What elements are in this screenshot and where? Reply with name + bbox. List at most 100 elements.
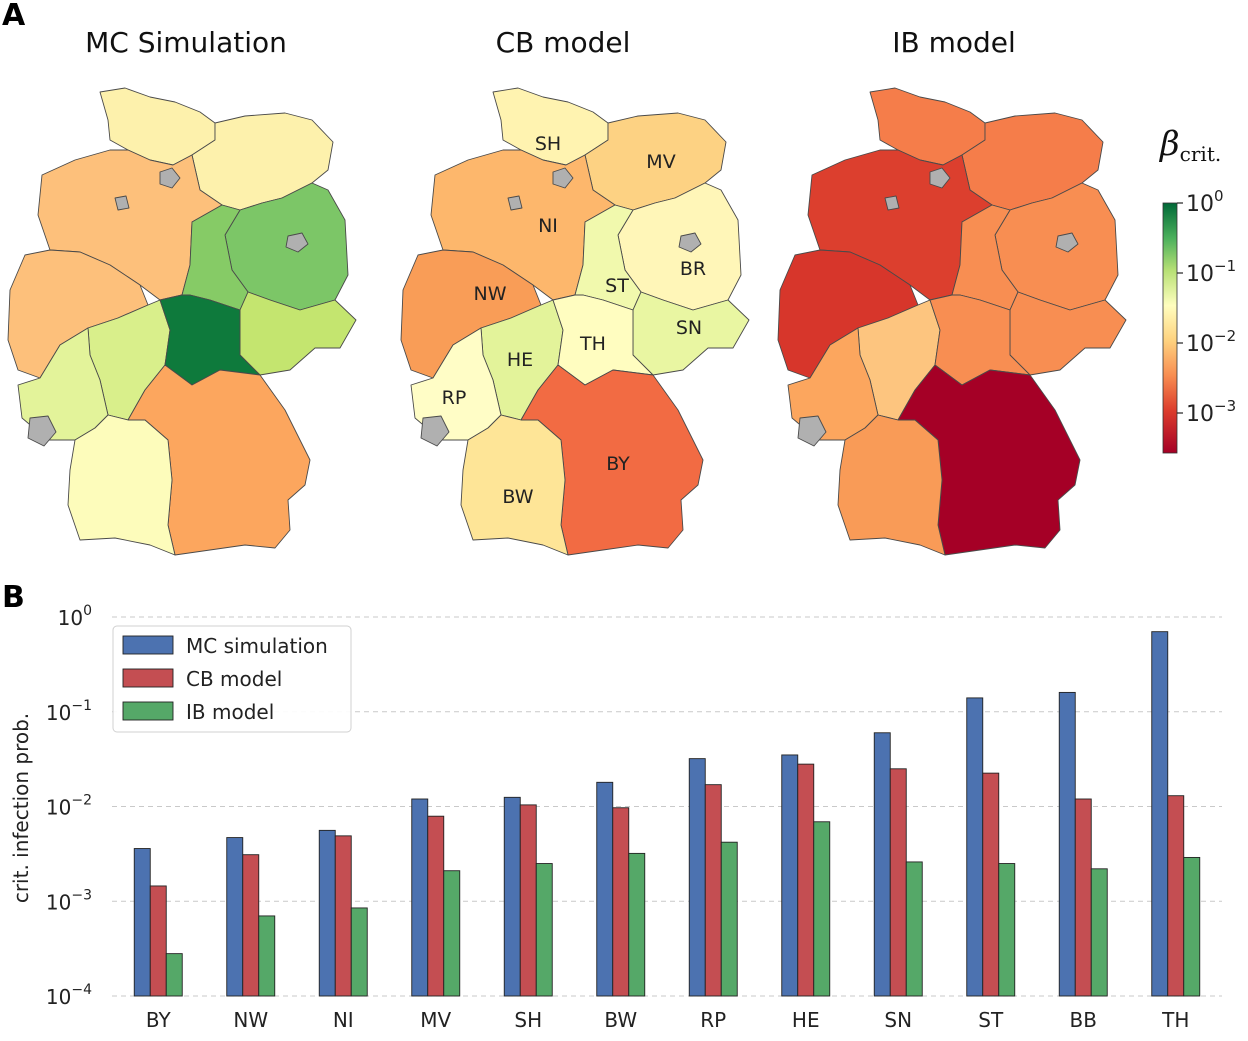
bar-bb-cb [1074, 798, 1092, 997]
legend-label-0: MC simulation [186, 634, 328, 658]
legend-swatch-2 [122, 701, 174, 721]
state-ib-hb [884, 195, 900, 211]
x-tick-label-sh: SH [514, 1008, 542, 1032]
bar-ni-mc [318, 829, 336, 997]
x-tick-label-st: ST [978, 1008, 1004, 1032]
state-ib-th [929, 294, 1031, 386]
bar-ni-ib [350, 907, 368, 997]
state-label-ni: NI [538, 215, 558, 237]
bar-by-cb [149, 885, 167, 997]
state-label-nw: NW [474, 283, 507, 305]
panel-b-letter: B [2, 580, 25, 615]
x-tick-label-rp: RP [700, 1008, 726, 1032]
x-tick-label-th: TH [1161, 1008, 1189, 1032]
x-tick-label-bw: BW [604, 1008, 637, 1032]
state-cb-hh [552, 167, 574, 189]
state-cb-th [552, 294, 654, 386]
y-tick-label-3: 10−3 [46, 887, 92, 914]
bar-bw-cb [612, 807, 630, 997]
state-label-he: HE [507, 349, 533, 371]
state-label-rp: RP [442, 387, 467, 409]
x-axis-ticks: BY NW NI MV SH BW RP HE SN ST BB TH [146, 1008, 1190, 1032]
state-label-sh: SH [535, 133, 561, 155]
y-tick-label-0: 100 [58, 603, 92, 630]
colorbar-tick-label-3: 10−3 [1186, 397, 1236, 427]
state-cb-sl [420, 415, 450, 447]
state-ib-be [1055, 232, 1079, 253]
colorbar-title: βcrit. [1158, 124, 1221, 166]
bar-bb-ib [1090, 868, 1108, 997]
legend-swatch-1 [122, 668, 174, 688]
colorbar: βcrit. 100 10−1 10−2 10−3 [1158, 124, 1236, 454]
map-title-mc: MC Simulation [85, 26, 287, 59]
bar-nw-cb [242, 854, 260, 997]
colorbar-tick-label-0: 100 [1186, 187, 1224, 217]
y-axis-ticks: 100 10−1 10−2 10−3 10−4 [46, 603, 92, 1009]
bar-st-cb [982, 772, 1000, 997]
x-tick-label-ni: NI [333, 1008, 354, 1032]
bar-sn-ib [905, 861, 923, 997]
x-tick-label-he: HE [792, 1008, 820, 1032]
state-label-st: ST [605, 275, 629, 297]
y-tick-label-4: 10−4 [46, 982, 92, 1009]
bar-he-ib [813, 821, 831, 997]
y-tick-label-1: 10−1 [46, 698, 92, 725]
map-mc-simulation [7, 87, 357, 556]
state-mc-be [285, 232, 309, 253]
bar-nw-mc [226, 837, 244, 997]
colorbar-tick-label-2: 10−2 [1186, 327, 1236, 357]
x-tick-label-bb: BB [1070, 1008, 1097, 1032]
bar-rp-mc [688, 758, 706, 997]
bar-th-ib [1183, 856, 1201, 997]
bar-st-ib [998, 863, 1016, 997]
colorbar-tick-label-1: 10−1 [1186, 257, 1236, 287]
state-label-bw: BW [502, 486, 533, 508]
map-cb-model [400, 87, 750, 556]
x-tick-label-sn: SN [884, 1008, 912, 1032]
state-mc-hh [159, 167, 181, 189]
x-tick-label-by: BY [146, 1008, 172, 1032]
bar-sh-cb [519, 804, 537, 997]
bar-sn-mc [873, 732, 891, 997]
state-cb-be [678, 232, 702, 253]
x-tick-label-nw: NW [233, 1008, 268, 1032]
y-tick-label-2: 10−2 [46, 793, 92, 820]
bar-st-mc [966, 697, 984, 997]
bar-bb-mc [1058, 691, 1076, 997]
legend-label-1: CB model [186, 667, 282, 691]
bar-bw-mc [596, 781, 614, 997]
bar-sh-ib [535, 863, 553, 997]
bar-rp-cb [704, 784, 722, 997]
bar-mv-ib [443, 870, 461, 997]
x-tick-label-mv: MV [420, 1008, 451, 1032]
chart-grid [112, 616, 1222, 997]
state-mc-hb [114, 195, 130, 211]
state-label-by: BY [606, 453, 630, 475]
bar-nw-ib [258, 915, 276, 997]
state-label-sn: SN [676, 317, 702, 339]
state-mc-bw [67, 414, 176, 556]
state-cb-bw [460, 414, 569, 556]
colorbar-gradient [1162, 202, 1178, 454]
state-label-br: BR [680, 258, 706, 280]
bar-he-cb [797, 763, 815, 997]
maps-panel: SH MV NI BR ST NW SN HE TH RP BY BW βcri… [7, 87, 1236, 556]
panel-a-letter: A [2, 0, 26, 33]
bar-ni-cb [334, 835, 352, 997]
bar-by-ib [165, 953, 183, 997]
map-title-cb: CB model [495, 26, 631, 59]
y-axis-label: crit. infection prob. [9, 713, 33, 903]
legend-box [112, 625, 352, 733]
state-label-th: TH [579, 333, 606, 355]
bar-he-mc [781, 754, 799, 997]
bar-sn-cb [889, 768, 907, 997]
cb-state-labels: SH MV NI BR ST NW SN HE TH RP BY BW [442, 133, 706, 508]
bar-th-mc [1151, 631, 1169, 997]
bar-rp-ib [720, 841, 738, 997]
bar-by-mc [133, 848, 151, 997]
map-title-ib: IB model [892, 26, 1016, 59]
state-ib-bw [837, 414, 946, 556]
bar-mv-mc [411, 798, 429, 997]
state-mc-sl [27, 415, 57, 447]
bar-sh-mc [503, 796, 521, 997]
